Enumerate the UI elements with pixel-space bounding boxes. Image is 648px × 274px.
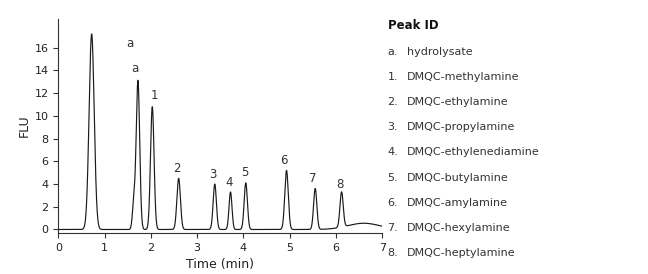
- Text: 2: 2: [174, 162, 181, 175]
- Text: 6: 6: [281, 154, 288, 167]
- Text: DMQC-methylamine: DMQC-methylamine: [407, 72, 520, 82]
- Text: 8: 8: [336, 178, 343, 191]
- Text: 1.: 1.: [388, 72, 398, 82]
- Text: DMQC-hexylamine: DMQC-hexylamine: [407, 223, 511, 233]
- Text: 2.: 2.: [388, 97, 399, 107]
- Text: 4: 4: [226, 176, 233, 189]
- Text: 1: 1: [151, 89, 158, 102]
- Y-axis label: FLU: FLU: [17, 115, 30, 137]
- Text: hydrolysate: hydrolysate: [407, 47, 472, 56]
- Text: DMQC-amylamine: DMQC-amylamine: [407, 198, 508, 208]
- Text: 6.: 6.: [388, 198, 398, 208]
- X-axis label: Time (min): Time (min): [187, 258, 254, 271]
- Text: 5.: 5.: [388, 173, 398, 182]
- Text: 4.: 4.: [388, 147, 399, 157]
- Text: DMQC-heptylamine: DMQC-heptylamine: [407, 248, 516, 258]
- Text: a.: a.: [388, 47, 398, 56]
- Text: a: a: [131, 62, 138, 75]
- Text: DMQC-butylamine: DMQC-butylamine: [407, 173, 509, 182]
- Text: DMQC-ethylenediamine: DMQC-ethylenediamine: [407, 147, 540, 157]
- Text: 8.: 8.: [388, 248, 399, 258]
- Text: DMQC-propylamine: DMQC-propylamine: [407, 122, 515, 132]
- Text: DMQC-ethylamine: DMQC-ethylamine: [407, 97, 509, 107]
- Text: 7.: 7.: [388, 223, 399, 233]
- Text: 5: 5: [241, 167, 249, 179]
- Text: 7: 7: [309, 172, 317, 185]
- Text: a: a: [126, 37, 133, 50]
- Text: Peak ID: Peak ID: [388, 19, 438, 32]
- Text: 3: 3: [209, 168, 216, 181]
- Text: 3.: 3.: [388, 122, 398, 132]
